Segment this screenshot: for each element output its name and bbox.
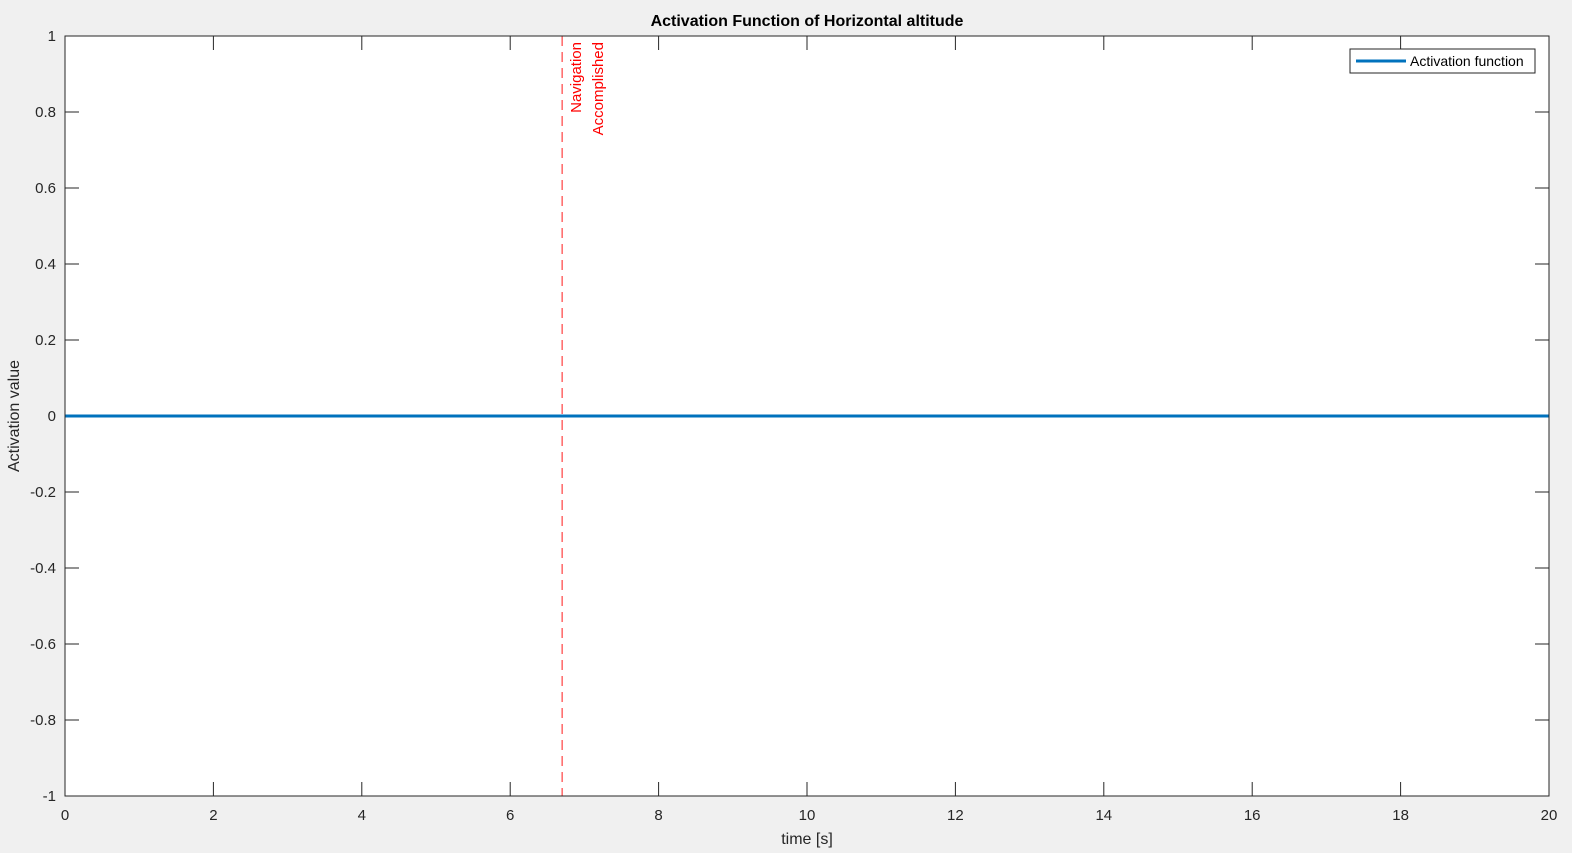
x-axis-label: time [s] [781, 831, 833, 848]
x-tick-label: 10 [799, 807, 816, 824]
y-tick-label: -1 [43, 788, 56, 805]
annotation-label-line: Navigation [568, 42, 585, 113]
y-tick-label: -0.8 [30, 712, 56, 729]
y-ticks: -1 -0.8 -0.6 -0.4 -0.2 0 0.2 0.4 0.6 0.8 1 [30, 28, 1549, 805]
y-tick-label: -0.2 [30, 484, 56, 501]
x-tick-label: 16 [1244, 807, 1261, 824]
y-tick-label: -0.4 [30, 560, 56, 577]
y-axis-label: Activation value [6, 360, 23, 472]
x-tick-label: 18 [1392, 807, 1409, 824]
x-tick-label: 2 [209, 807, 217, 824]
y-tick-label: 0 [48, 408, 56, 425]
chart-title: Activation Function of Horizontal altitu… [651, 13, 964, 30]
annotation-label-line: Accomplished [590, 42, 607, 135]
annotations: Navigation Accomplished [561, 36, 607, 796]
y-tick-label: 0.4 [35, 256, 56, 273]
x-tick-label: 8 [654, 807, 662, 824]
y-tick-label: 0.6 [35, 180, 56, 197]
y-tick-label: 1 [48, 28, 56, 45]
x-tick-label: 6 [506, 807, 514, 824]
y-tick-label: 0.8 [35, 104, 56, 121]
legend: Activation function [1349, 48, 1536, 74]
x-tick-label: 12 [947, 807, 964, 824]
x-tick-label: 0 [61, 807, 69, 824]
x-tick-label: 4 [358, 807, 366, 824]
legend-label: Activation function [1410, 53, 1524, 69]
x-tick-label: 14 [1095, 807, 1112, 824]
plot-frame [64, 35, 1550, 797]
y-tick-label: -0.6 [30, 636, 56, 653]
y-tick-label: 0.2 [35, 332, 56, 349]
x-tick-label: 20 [1541, 807, 1558, 824]
